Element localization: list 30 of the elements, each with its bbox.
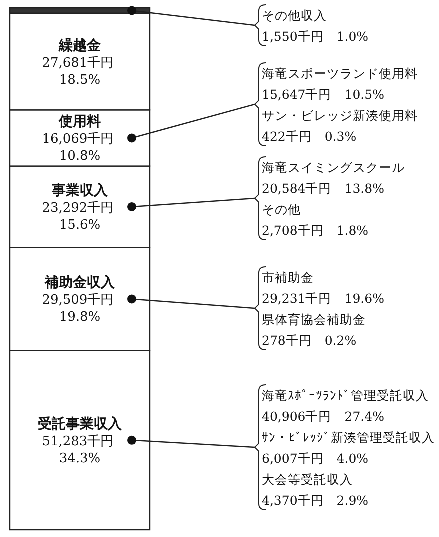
value-label: 23,292千円 15.6% bbox=[42, 201, 114, 233]
annotation: サン・ビレッジ新湊使用料 bbox=[262, 108, 418, 123]
value-label: 29,509千円 19.8% bbox=[42, 293, 114, 326]
annotation: 海竜スイミングスクール bbox=[262, 160, 405, 175]
series-label: 補助金収入 bbox=[44, 274, 116, 292]
annotation: 278千円 0.2% bbox=[262, 333, 357, 348]
annotation: 422千円 0.3% bbox=[262, 129, 357, 144]
series-label: 使用料 bbox=[58, 114, 101, 130]
annotation: 15,647千円 10.5% bbox=[262, 87, 384, 102]
annotation: ｻﾝ・ﾋﾞﾚｯｼﾞ新湊管理受託収入 bbox=[262, 430, 435, 445]
annotation: 海竜ｽﾎﾟｰﾂﾗﾝﾄﾞ管理受託収入 bbox=[262, 388, 429, 403]
series-label: 繰越金 bbox=[58, 38, 102, 54]
annotation: 4,370千円 2.9% bbox=[262, 493, 369, 508]
annotation: 6,007千円 4.0% bbox=[262, 451, 369, 466]
annotation: 大会等受託収入 bbox=[262, 472, 353, 487]
annotation: 市補助金 bbox=[262, 270, 314, 285]
annotation: 1,550千円 1.0% bbox=[262, 29, 369, 44]
value-label: 16,069千円 10.8% bbox=[42, 132, 114, 164]
annotation: 2,708千円 1.8% bbox=[262, 223, 369, 238]
value-label: 27,681千円 18.5% bbox=[42, 56, 114, 88]
annotation: 海竜スポーツランド使用料 bbox=[262, 66, 418, 81]
value-label: 51,283千円 34.3% bbox=[42, 434, 114, 466]
series-label: 事業収入 bbox=[51, 182, 109, 199]
annotation: その他収入 bbox=[262, 8, 327, 23]
annotation: その他 bbox=[262, 202, 301, 217]
annotation: 29,231千円 19.6% bbox=[262, 291, 384, 306]
annotation: 県体育協会補助金 bbox=[262, 312, 366, 327]
annotation: 20,584千円 13.8% bbox=[262, 181, 384, 196]
series-label: 受託事業収入 bbox=[37, 416, 123, 432]
annotation: 40,906千円 27.4% bbox=[262, 409, 384, 424]
